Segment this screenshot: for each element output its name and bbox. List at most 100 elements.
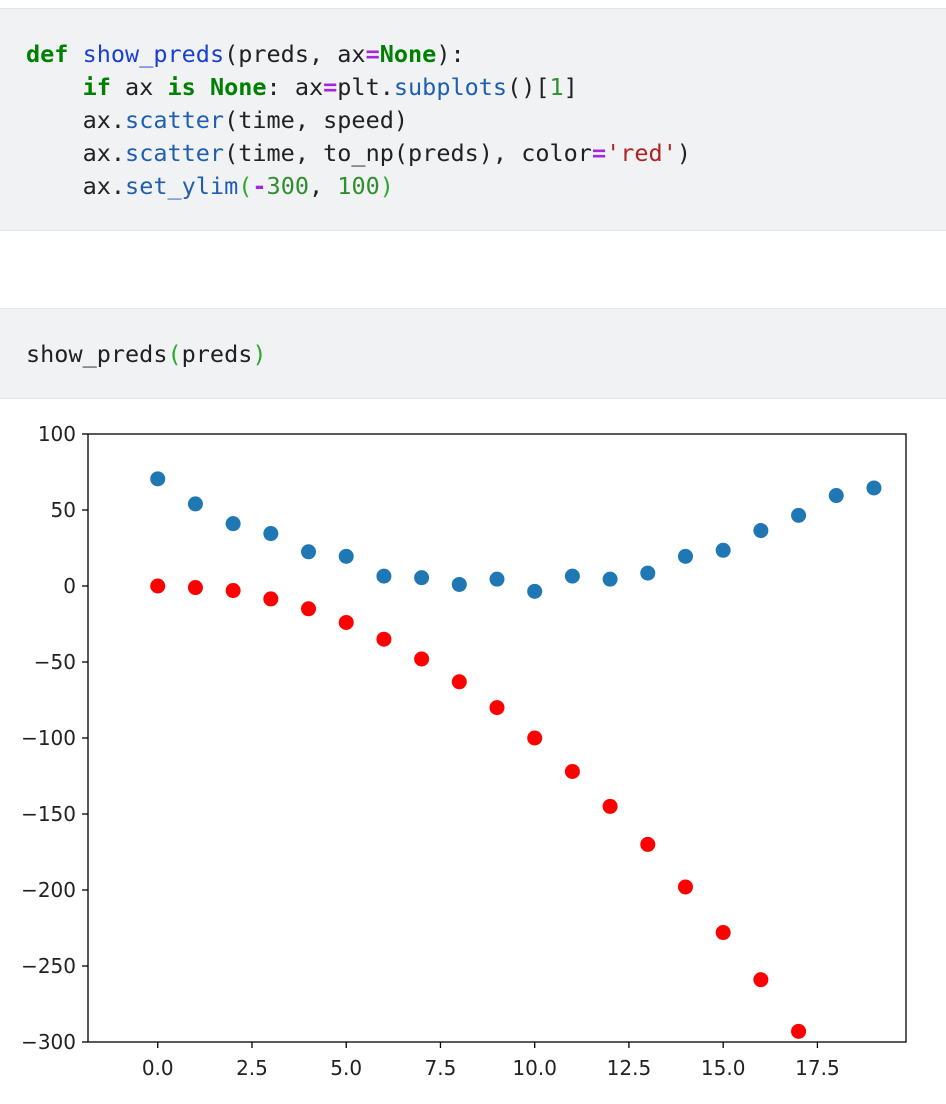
- scatter-point-series-1: [489, 700, 505, 716]
- code-block-show-preds-def[interactable]: def show_preds(preds, ax=None): if ax is…: [26, 38, 691, 203]
- scatter-point-series-1: [640, 836, 656, 852]
- code-token: =: [365, 40, 380, 68]
- scatter-point-series-0: [489, 571, 505, 587]
- scatter-point-series-0: [225, 516, 241, 532]
- scatter-point-series-0: [640, 565, 656, 581]
- scatter-point-series-0: [376, 568, 392, 584]
- scatter-point-series-1: [414, 651, 430, 667]
- code-token: ]: [563, 73, 578, 101]
- x-tick-label: 10.0: [512, 1056, 557, 1080]
- code-line: ax.scatter(time, to_np(preds), color='re…: [26, 137, 691, 170]
- code-token: 'red': [606, 139, 677, 167]
- code-line: def show_preds(preds, ax=None):: [26, 38, 691, 71]
- code-token: (: [167, 340, 182, 368]
- y-tick-label: −50: [34, 650, 76, 674]
- scatter-point-series-1: [263, 591, 279, 607]
- code-token: def: [26, 40, 69, 68]
- code-token: ax.: [26, 172, 126, 200]
- scatter-point-series-1: [753, 972, 769, 988]
- y-tick-label: −250: [21, 954, 76, 978]
- scatter-point-series-0: [414, 570, 430, 586]
- scatter-point-series-1: [602, 798, 618, 814]
- scatter-point-series-1: [451, 674, 467, 690]
- code-line: if ax is None: ax=plt.subplots()[1]: [26, 71, 691, 104]
- code-token: show_preds: [82, 40, 225, 68]
- code-token: show_preds: [26, 340, 168, 368]
- scatter-point-series-1: [564, 763, 580, 779]
- code-token: ): [676, 139, 692, 167]
- scatter-point-series-1: [376, 631, 392, 647]
- scatter-point-series-0: [564, 568, 580, 584]
- scatter-point-series-1: [225, 583, 241, 599]
- scatter-point-series-0: [602, 571, 618, 587]
- code-token: (time, speed): [224, 106, 409, 134]
- code-token: scatter: [125, 139, 225, 167]
- scatter-point-series-1: [301, 601, 317, 617]
- code-token: =: [323, 73, 338, 101]
- code-token: [26, 73, 83, 101]
- x-tick-label: 15.0: [701, 1056, 746, 1080]
- code-block-show-preds-call[interactable]: show_preds(preds): [26, 338, 267, 371]
- code-token: ): [252, 340, 267, 368]
- code-cell-call[interactable]: show_preds(preds): [0, 308, 946, 399]
- code-token: ()[: [507, 73, 550, 101]
- code-cell-definition[interactable]: def show_preds(preds, ax=None): if ax is…: [0, 8, 946, 231]
- x-tick-label: 12.5: [607, 1056, 652, 1080]
- y-tick-label: −150: [21, 802, 76, 826]
- scatter-point-series-1: [150, 578, 166, 594]
- code-token: None: [209, 73, 267, 101]
- scatter-plot-output: 0.0 2.5 5.0 7.5 10.0 12.5 15.0 17.5 100 50 0 −50 −10…: [21, 422, 907, 1080]
- y-tick-label: 50: [51, 498, 76, 522]
- scatter-point-series-0: [866, 480, 882, 496]
- scatter-point-series-1: [527, 730, 543, 746]
- code-token: preds: [181, 340, 253, 368]
- code-token: 300: [266, 172, 309, 200]
- plot-frame: [87, 433, 907, 1043]
- scatter-point-series-0: [451, 576, 467, 592]
- code-token: ax.: [26, 106, 126, 134]
- code-token: (: [238, 172, 253, 200]
- x-tick-label: 17.5: [795, 1056, 840, 1080]
- code-token: plt.: [337, 73, 394, 101]
- code-token: =: [591, 139, 607, 167]
- y-tick-label: −200: [21, 878, 76, 902]
- code-token: ,: [309, 172, 338, 200]
- scatter-point-series-1: [677, 879, 693, 895]
- code-token: set_ylim: [125, 172, 239, 200]
- code-line: ax.set_ylim(-300, 100): [26, 170, 691, 203]
- y-tick-label: −100: [21, 726, 76, 750]
- scatter-point-series-1: [187, 580, 203, 596]
- scatter-point-series-0: [715, 542, 731, 558]
- scatter-point-series-0: [527, 583, 543, 599]
- code-token: if: [82, 73, 111, 101]
- code-token: : ax: [266, 73, 324, 101]
- scatter-point-series-0: [338, 548, 354, 564]
- code-line: ax.scatter(time, speed): [26, 104, 691, 137]
- code-token: -: [252, 172, 267, 200]
- x-tick-label: 2.5: [236, 1056, 268, 1080]
- code-token: 1: [549, 73, 564, 101]
- code-token: (time, to_np(preds), color: [224, 139, 592, 167]
- code-token: scatter: [125, 106, 225, 134]
- code-token: subplots: [393, 73, 508, 101]
- scatter-point-series-0: [301, 544, 317, 560]
- x-tick-label: 7.5: [425, 1056, 457, 1080]
- code-token: (preds, ax: [224, 40, 366, 68]
- code-token: ax: [110, 73, 168, 101]
- scatter-point-series-0: [677, 548, 693, 564]
- code-token: [68, 40, 82, 68]
- x-tick-label: 0.0: [142, 1056, 174, 1080]
- code-line: show_preds(preds): [26, 338, 267, 371]
- y-tick-label: 0: [63, 574, 76, 598]
- y-tick-label: 100: [38, 422, 76, 446]
- y-tick-label: −300: [21, 1030, 76, 1054]
- scatter-point-series-0: [791, 507, 807, 523]
- x-tick-label: 5.0: [330, 1056, 362, 1080]
- code-token: None: [379, 40, 437, 68]
- scatter-point-series-1: [791, 1023, 807, 1039]
- scatter-point-series-0: [753, 523, 769, 539]
- scatter-point-series-1: [338, 614, 354, 630]
- scatter-point-series-0: [828, 488, 844, 504]
- code-token: is: [167, 73, 196, 101]
- scatter-point-series-1: [715, 925, 731, 941]
